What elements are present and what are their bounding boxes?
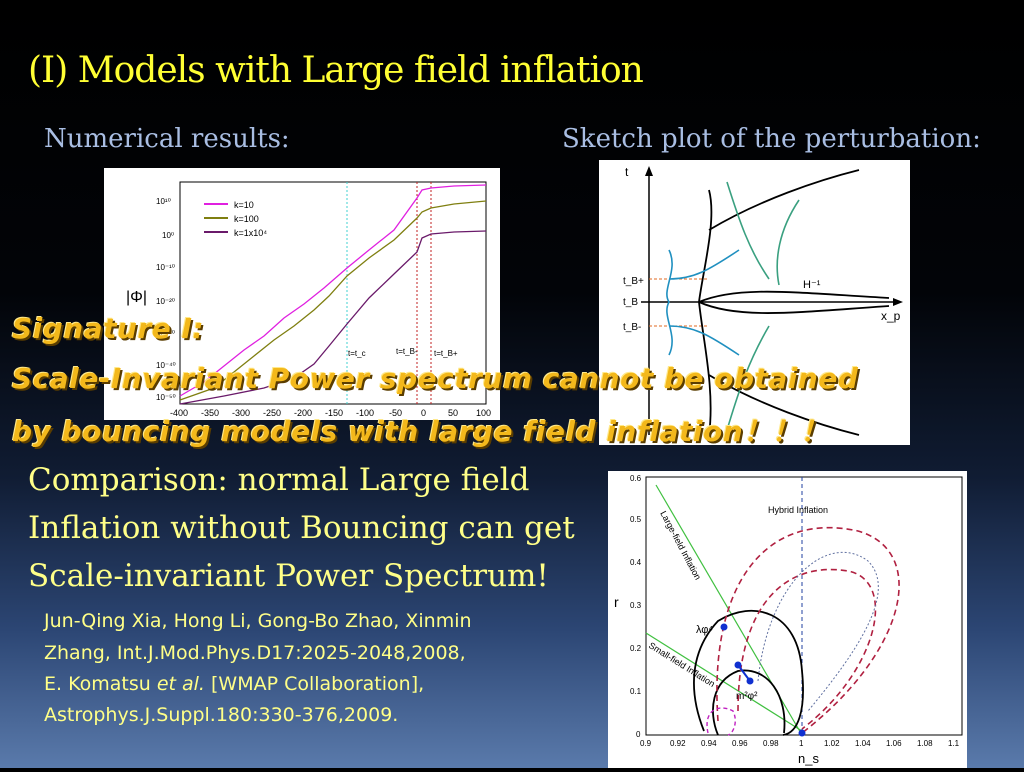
x-tick-label: 0 bbox=[421, 408, 426, 418]
lambda-phi4-label: λφ⁴ bbox=[696, 624, 713, 636]
x-tick-label: 100 bbox=[476, 408, 491, 418]
x-axis-label: x_p bbox=[881, 309, 901, 323]
numerical-results-plot: |Φ| 10¹⁰ 10⁰ 10⁻¹⁰ 10⁻²⁰ 10⁻³⁰ 10⁻⁴⁰ 10⁻… bbox=[104, 168, 500, 420]
wmap-constraint-plot: r n_s 0 0.1 0.2 0.3 0.4 0.5 0.6 0.9 0.92… bbox=[608, 471, 967, 768]
x-tick-label: -300 bbox=[232, 408, 250, 418]
x-tick-label: 1.02 bbox=[824, 739, 840, 748]
signature-line-2: Scale-Invariant Power spectrum cannot be… bbox=[12, 362, 859, 395]
reference-line-1: Jun-Qing Xia, Hong Li, Gong-Bo Zhao, Xin… bbox=[44, 610, 472, 632]
signature-heading: Signature I: bbox=[12, 312, 205, 345]
x-tick-label: -50 bbox=[389, 408, 402, 418]
x-tick-label: -200 bbox=[294, 408, 312, 418]
x-tick-label: 0.94 bbox=[701, 739, 717, 748]
perturbation-sketch-plot: t x_p t_B+ t_B t_B- H⁻¹ bbox=[599, 160, 910, 445]
t-label-tb: t_B bbox=[623, 297, 638, 308]
reference-et-al: et al. bbox=[156, 673, 205, 695]
x-tick-label: -400 bbox=[170, 408, 188, 418]
m2phi2-label: m²φ² bbox=[736, 691, 758, 702]
x-tick-label: 1.08 bbox=[917, 739, 933, 748]
comparison-line-1: Comparison: normal Large field bbox=[28, 462, 530, 498]
sketch-plot-label: Sketch plot of the perturbation: bbox=[562, 124, 981, 154]
annotation-tb-plus: t=t_B+ bbox=[434, 349, 458, 358]
y-tick-label: 0.2 bbox=[630, 644, 642, 653]
x-tick-label: -350 bbox=[201, 408, 219, 418]
t-axis-label: t bbox=[625, 165, 629, 179]
y-tick-label: 10⁻¹⁰ bbox=[156, 263, 175, 272]
x-tick-label: 0.98 bbox=[763, 739, 779, 748]
y-axis-label: r bbox=[614, 594, 619, 610]
large-field-label: Large-field Inflation bbox=[658, 509, 703, 581]
small-field-label: Small-field Inflation bbox=[647, 640, 717, 689]
legend-entry-k100: k=100 bbox=[234, 214, 259, 224]
y-tick-label: 10⁻²⁰ bbox=[156, 297, 175, 306]
x-tick-label: 50 bbox=[448, 408, 458, 418]
y-tick-label: 0 bbox=[636, 730, 641, 739]
series-k10 bbox=[179, 184, 487, 397]
series-k1e4 bbox=[179, 230, 487, 405]
y-tick-label: 0.6 bbox=[630, 474, 642, 483]
x-tick-label: 0.9 bbox=[640, 739, 652, 748]
series-k100 bbox=[179, 200, 487, 401]
x-tick-label: -250 bbox=[263, 408, 281, 418]
annotation-tc: t=t_c bbox=[348, 349, 366, 358]
y-tick-label: 0.4 bbox=[630, 558, 642, 567]
legend-entry-k10: k=10 bbox=[234, 200, 254, 210]
comparison-line-2: Inflation without Bouncing can get bbox=[28, 510, 575, 546]
hybrid-inflation-label: Hybrid Inflation bbox=[768, 505, 828, 515]
t-label-tb-minus: t_B- bbox=[623, 322, 641, 333]
x-tick-label: -100 bbox=[356, 408, 374, 418]
x-tick-label: 1.06 bbox=[886, 739, 902, 748]
t-label-tb-plus: t_B+ bbox=[623, 276, 644, 287]
reference-line-2: Zhang, Int.J.Mod.Phys.D17:2025-2048,2008… bbox=[44, 642, 466, 664]
y-tick-label: 0.3 bbox=[630, 601, 642, 610]
y-tick-label: 10¹⁰ bbox=[156, 197, 171, 206]
y-tick-label: 10⁻⁵⁰ bbox=[156, 393, 176, 402]
reference-line-3: E. Komatsu et al. [WMAP Collaboration], bbox=[44, 673, 424, 695]
x-tick-label: 1.1 bbox=[948, 739, 960, 748]
y-tick-label: 0.1 bbox=[630, 687, 642, 696]
x-tick-label: 0.92 bbox=[670, 739, 686, 748]
page-title: (I) Models with Large field inflation bbox=[28, 50, 644, 91]
numerical-results-label: Numerical results: bbox=[44, 124, 290, 154]
y-tick-label: 0.5 bbox=[630, 515, 642, 524]
y-tick-label: 10⁻³⁰ bbox=[156, 329, 175, 338]
reference-collab: [WMAP Collaboration], bbox=[204, 673, 425, 695]
y-tick-label: 10⁻⁴⁰ bbox=[156, 361, 176, 370]
annotation-tb-minus: t=t_B- bbox=[396, 347, 418, 356]
x-tick-label: -150 bbox=[325, 408, 343, 418]
reference-line-4: Astrophys.J.Suppl.180:330-376,2009. bbox=[44, 704, 399, 726]
hubble-radius-label: H⁻¹ bbox=[803, 279, 821, 291]
x-tick-label: 1.04 bbox=[855, 739, 871, 748]
legend-entry-k1e4: k=1x10⁴ bbox=[234, 228, 267, 238]
x-tick-label: 0.96 bbox=[732, 739, 748, 748]
x-axis-label: n_s bbox=[798, 751, 819, 766]
y-tick-label: 10⁰ bbox=[162, 231, 174, 240]
y-axis-label: |Φ| bbox=[126, 289, 147, 306]
x-tick-label: 1 bbox=[799, 739, 804, 748]
comparison-line-3: Scale-invariant Power Spectrum! bbox=[28, 558, 549, 594]
reference-author: E. Komatsu bbox=[44, 673, 157, 695]
signature-line-3: by bouncing models with large field infl… bbox=[12, 415, 829, 448]
